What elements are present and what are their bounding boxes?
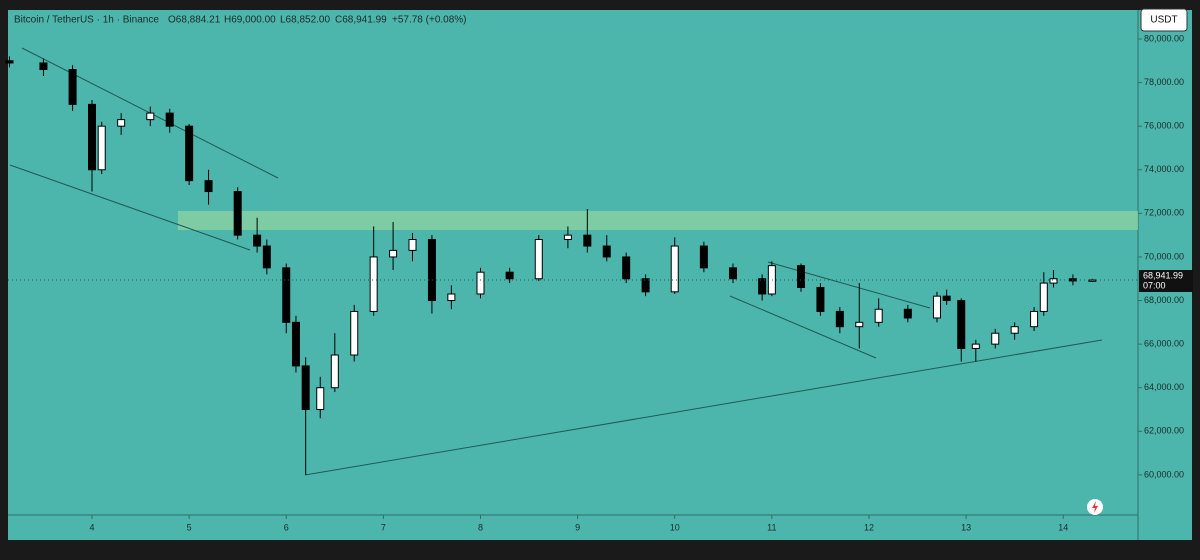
- x-tick-label: 14: [1058, 522, 1068, 532]
- y-tick-label: 74,000.00: [1144, 164, 1184, 174]
- candle-body: [874, 308, 883, 323]
- candle-body: [641, 278, 650, 293]
- candle-body: [534, 239, 543, 280]
- candle-body: [165, 112, 174, 127]
- x-tick-label: 4: [90, 522, 95, 532]
- ohlc-low: L68,852.00: [280, 15, 330, 26]
- candle-body: [971, 343, 980, 349]
- candle-body: [957, 300, 966, 349]
- candle-body: [729, 267, 738, 280]
- last-price-box: [1139, 270, 1193, 293]
- x-tick-label: 11: [767, 522, 776, 532]
- candle-body: [1039, 282, 1048, 312]
- candle-body: [301, 365, 310, 411]
- trend-line: [729, 295, 877, 359]
- candle-body: [991, 332, 1000, 345]
- candle-body: [758, 278, 767, 295]
- y-tick-label: 62,000.00: [1144, 426, 1184, 436]
- candle-body: [68, 69, 77, 105]
- x-tick-label: 13: [961, 522, 971, 532]
- header: Bitcoin / TetherUS · 1h · Binance O68,88…: [14, 15, 467, 26]
- candle-body: [1010, 326, 1019, 334]
- alert-bolt: [1092, 501, 1098, 513]
- candle-body: [622, 256, 631, 280]
- candle-body: [855, 321, 864, 328]
- candle-body: [699, 245, 708, 269]
- candle-body: [330, 354, 339, 389]
- ohlc-close: C68,941.99: [335, 15, 387, 26]
- x-tick-label: 10: [670, 522, 680, 532]
- candle-body: [316, 387, 325, 411]
- candle-body: [408, 239, 417, 251]
- y-tick-label: 68,000.00: [1144, 295, 1184, 305]
- candle-body: [97, 125, 106, 171]
- candle-body: [476, 271, 485, 295]
- candle-body: [350, 310, 359, 356]
- y-tick-label: 60,000.00: [1144, 469, 1184, 479]
- candle-body: [427, 239, 436, 302]
- trend-line: [767, 261, 931, 309]
- candle-body: [389, 249, 398, 258]
- x-tick-label: 7: [381, 522, 386, 532]
- ohlc-open: O68,884.21: [168, 15, 221, 26]
- candle-body: [602, 245, 611, 258]
- x-tick-label: 8: [478, 522, 483, 532]
- candle-body: [146, 112, 155, 121]
- y-tick-label: 76,000.00: [1144, 121, 1184, 131]
- candle-body: [117, 119, 126, 127]
- candle-body: [369, 256, 378, 312]
- candle-body: [185, 125, 194, 182]
- candle-body: [282, 267, 291, 323]
- candle-body: [767, 265, 776, 295]
- x-tick-label: 12: [864, 522, 874, 532]
- candle-body: [670, 245, 679, 293]
- currency-label[interactable]: USDT: [1150, 15, 1177, 26]
- trend-line: [9, 164, 251, 251]
- candle-body: [942, 295, 951, 302]
- ohlc-high: H69,000.00: [224, 15, 276, 26]
- y-tick-label: 70,000.00: [1144, 251, 1184, 261]
- candle-body: [1030, 310, 1039, 328]
- x-tick-label: 6: [284, 522, 289, 532]
- candle-body: [233, 191, 242, 236]
- candle-body: [1049, 278, 1058, 284]
- candle-body: [816, 286, 825, 312]
- candle-body: [505, 271, 514, 280]
- trend-line: [304, 339, 1103, 476]
- x-tick-label: 5: [187, 522, 192, 532]
- resistance-zone: [178, 211, 1138, 230]
- y-tick-label: 72,000.00: [1144, 208, 1184, 218]
- candle-body: [88, 103, 97, 171]
- candle-body: [262, 245, 271, 269]
- candle-body: [932, 295, 941, 319]
- candle-body: [253, 234, 262, 247]
- candle-body: [5, 60, 14, 64]
- x-tick-label: 9: [575, 522, 580, 532]
- ohlc-change: +57.78 (+0.08%): [392, 15, 467, 26]
- last-price-time: 07:00: [1143, 280, 1166, 290]
- candle-body: [204, 180, 213, 193]
- candle-body: [903, 308, 912, 319]
- y-tick-label: 64,000.00: [1144, 382, 1184, 392]
- candle-body: [796, 265, 805, 288]
- last-price-label: 68,941.99: [1143, 270, 1183, 280]
- chart-background: [8, 10, 1192, 540]
- candle-body: [447, 293, 456, 302]
- y-tick-label: 80,000.00: [1144, 33, 1184, 43]
- candle-body: [583, 234, 592, 247]
- currency-button[interactable]: [1140, 8, 1188, 32]
- y-tick-label: 78,000.00: [1144, 77, 1184, 87]
- candle-body: [291, 321, 300, 367]
- candle-body: [563, 234, 572, 241]
- y-tick-label: 66,000.00: [1144, 338, 1184, 348]
- symbol: Bitcoin / TetherUS · 1h · Binance: [14, 15, 159, 26]
- candle-body: [39, 62, 48, 71]
- candle-body: [835, 310, 844, 328]
